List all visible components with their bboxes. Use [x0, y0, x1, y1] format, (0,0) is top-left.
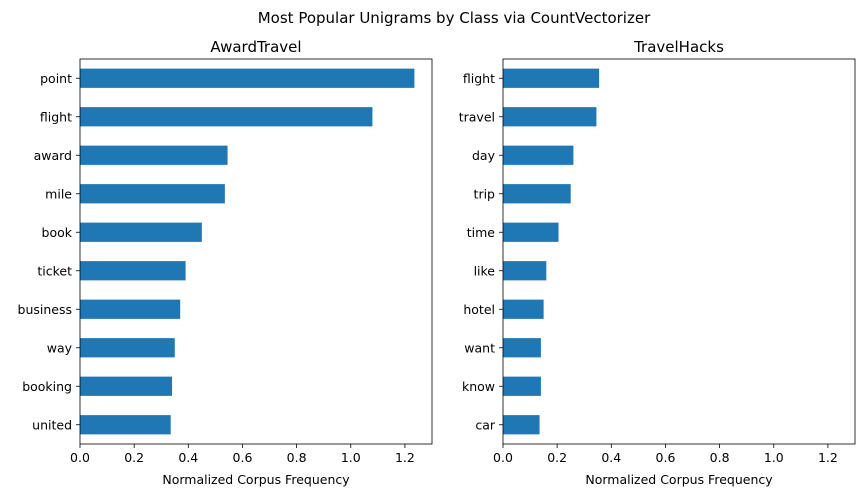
awardtravel-bar-booking	[80, 376, 173, 396]
travelhacks-bar-flight	[503, 68, 600, 88]
awardtravel-ytick-label-business: business	[18, 302, 72, 317]
chart-awardtravel: AwardTravel point flight award mile book ticke…	[18, 38, 433, 487]
awardtravel-xtick-label-4: 0.8	[287, 450, 307, 465]
awardtravel-bar-point	[80, 68, 415, 88]
travelhacks-xlabel: Normalized Corpus Frequency	[585, 472, 773, 487]
travelhacks-xtick-label-3: 0.6	[656, 450, 676, 465]
awardtravel-xtick-label-3: 0.6	[233, 450, 253, 465]
awardtravel-ytick-label-award: award	[34, 148, 72, 163]
travelhacks-ytick-label-car: car	[475, 417, 496, 432]
travelhacks-ytick-label-hotel: hotel	[463, 302, 495, 317]
awardtravel-xtick-label-5: 1.0	[341, 450, 361, 465]
travelhacks-ytick-label-trip: trip	[474, 186, 496, 201]
travelhacks-xtick-label-0: 0.0	[493, 450, 513, 465]
travelhacks-bar-hotel	[503, 299, 544, 319]
awardtravel-ytick-label-booking: booking	[22, 379, 72, 394]
travelhacks-ytick-label-flight: flight	[463, 71, 495, 86]
awardtravel-bar-book	[80, 222, 202, 242]
awardtravel-ytick-label-way: way	[47, 340, 73, 355]
travelhacks-title: TravelHacks	[633, 38, 724, 56]
awardtravel-bar-flight	[80, 107, 373, 127]
awardtravel-xtick-label-0: 0.0	[70, 450, 90, 465]
awardtravel-bar-business	[80, 299, 181, 319]
awardtravel-xtick-label-1: 0.2	[124, 450, 144, 465]
travelhacks-ytick-label-like: like	[474, 263, 496, 278]
travelhacks-bar-time	[503, 222, 559, 242]
travelhacks-xtick-label-4: 0.8	[710, 450, 730, 465]
travelhacks-bar-know	[503, 376, 541, 396]
awardtravel-bar-way	[80, 338, 175, 358]
travelhacks-xtick-label-6: 1.2	[818, 450, 838, 465]
awardtravel-xtick-label-6: 1.2	[395, 450, 415, 465]
awardtravel-ytick-label-point: point	[40, 71, 72, 86]
awardtravel-axes-frame	[79, 58, 433, 445]
travelhacks-ytick-label-day: day	[472, 148, 496, 163]
awardtravel-ytick-label-ticket: ticket	[37, 263, 72, 278]
travelhacks-bar-travel	[503, 107, 597, 127]
awardtravel-ytick-label-mile: mile	[45, 186, 72, 201]
travelhacks-ytick-label-travel: travel	[459, 109, 495, 124]
travelhacks-ytick-label-time: time	[467, 225, 496, 240]
travelhacks-xtick-label-5: 1.0	[764, 450, 784, 465]
chart-travelhacks: TravelHacks flight travel day trip time like ho…	[459, 38, 856, 487]
travelhacks-bar-day	[503, 145, 574, 165]
figure-suptitle: Most Popular Unigrams by Class via Count…	[258, 9, 651, 27]
awardtravel-ytick-label-flight: flight	[40, 109, 72, 124]
travelhacks-bar-car	[503, 415, 540, 435]
travelhacks-bar-like	[503, 261, 547, 281]
travelhacks-xtick-label-2: 0.4	[601, 450, 621, 465]
travelhacks-xtick-label-1: 0.2	[547, 450, 567, 465]
travelhacks-bar-want	[503, 338, 541, 358]
travelhacks-axes-frame	[502, 58, 856, 445]
travelhacks-ytick-label-know: know	[462, 379, 495, 394]
awardtravel-bar-ticket	[80, 261, 186, 281]
awardtravel-bar-mile	[80, 184, 225, 204]
awardtravel-bar-award	[80, 145, 228, 165]
travelhacks-bar-trip	[503, 184, 571, 204]
travelhacks-ytick-label-want: want	[464, 340, 495, 355]
awardtravel-ytick-label-book: book	[42, 225, 73, 240]
awardtravel-xtick-label-2: 0.4	[178, 450, 198, 465]
awardtravel-ytick-label-united: united	[32, 417, 72, 432]
awardtravel-title: AwardTravel	[210, 38, 301, 56]
awardtravel-bar-united	[80, 415, 171, 435]
awardtravel-xlabel: Normalized Corpus Frequency	[162, 472, 350, 487]
